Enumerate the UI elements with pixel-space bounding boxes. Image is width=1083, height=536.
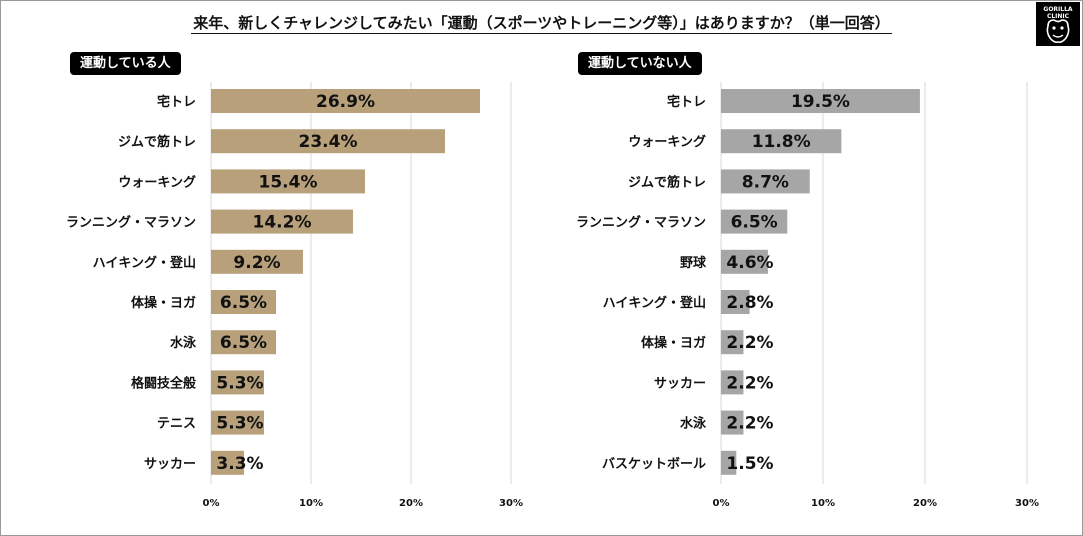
logo-text-line1: GORILLA [1043,6,1073,13]
left-category-label-4: ハイキング・登山 [93,255,196,271]
right-bar-4 [721,249,768,274]
left-xtick-label-1: 10% [299,498,323,509]
right-category-label-7: サッカー [654,376,706,391]
right-value-label-3: 6.5% [731,213,778,233]
right-value-label-6: 2.2% [726,333,773,353]
right-bar-5 [721,290,750,314]
right-category-label-5: ハイキング・登山 [603,295,706,311]
right-category-label-2: ジムで筋トレ [628,174,706,190]
left-value-label-4: 9.2% [233,253,280,273]
left-bar-0 [211,89,480,113]
right-value-label-9: 1.5% [726,454,773,474]
left-xtick-label-2: 20% [399,498,423,509]
brand-logo: GORILLA CLINIC [1036,2,1080,46]
left-category-label-1: ジムで筋トレ [118,134,196,150]
panel-right-badge: 運動していない人 [578,52,702,75]
right-bar-1 [721,129,842,154]
right-value-label-0: 19.5% [791,92,850,112]
left-value-label-8: 5.3% [216,414,263,434]
right-xtick-label-3: 30% [1015,498,1039,509]
right-bar-8 [721,410,744,435]
logo-text-line2: CLINIC [1046,13,1070,20]
left-bar-4 [211,249,303,274]
right-bar-7 [721,370,744,395]
panel-left-badge: 運動している人 [70,52,181,75]
right-xtick-label-2: 20% [913,498,937,509]
left-bar-9 [211,450,244,475]
left-category-label-9: サッカー [144,457,196,472]
right-bar-6 [721,330,744,355]
right-category-label-6: 体操・ヨガ [641,335,706,351]
left-value-label-0: 26.9% [316,92,375,112]
right-bar-0 [721,89,920,113]
left-bar-3 [211,209,353,234]
right-value-label-1: 11.8% [752,132,811,152]
right-xtick-label-1: 10% [811,498,835,509]
left-value-label-5: 6.5% [220,293,267,313]
left-bar-8 [211,410,264,435]
chart-title-text: 来年、新しくチャレンジしてみたい「運動（スポーツやトレーニング等）」はありますか… [191,14,892,34]
right-category-label-0: 宅トレ [667,94,706,110]
gorilla-face-icon [1046,19,1070,43]
left-value-label-1: 23.4% [299,132,358,152]
right-category-label-4: 野球 [680,255,707,271]
left-value-label-6: 6.5% [220,333,267,353]
left-value-label-3: 14.2% [253,213,312,233]
right-bar-9 [721,450,737,475]
right-category-label-3: ランニング・マラソン [576,215,706,231]
left-category-label-3: ランニング・マラソン [66,215,196,231]
left-category-label-0: 宅トレ [157,94,196,110]
right-value-label-4: 4.6% [726,253,773,273]
left-bar-7 [211,370,264,395]
chart-title: 来年、新しくチャレンジしてみたい「運動（スポーツやトレーニング等）」はありますか… [0,12,1083,34]
right-xtick-label-0: 0% [713,498,730,509]
right-value-label-5: 2.8% [726,293,773,313]
left-category-label-2: ウォーキング [118,174,196,190]
left-bar-6 [211,330,276,355]
left-value-label-7: 5.3% [216,373,263,393]
left-category-label-7: 格闘技全般 [131,375,196,391]
left-value-label-2: 15.4% [259,172,318,192]
left-xtick-label-3: 30% [499,498,523,509]
right-value-label-2: 8.7% [742,172,789,192]
right-bar-3 [721,209,788,234]
left-value-label-9: 3.3% [216,454,263,474]
right-category-label-1: ウォーキング [628,134,706,150]
right-bar-2 [721,169,810,194]
right-value-label-7: 2.2% [726,373,773,393]
left-category-label-8: テニス [157,417,196,432]
right-category-label-9: バスケットボール [602,456,706,472]
left-category-label-5: 体操・ヨガ [131,295,196,311]
left-bar-2 [211,169,365,194]
left-bar-5 [211,290,276,314]
right-value-label-8: 2.2% [726,414,773,434]
right-category-label-8: 水泳 [680,416,707,432]
left-xtick-label-0: 0% [203,498,220,509]
left-bar-1 [211,129,445,154]
left-category-label-6: 水泳 [170,335,197,351]
